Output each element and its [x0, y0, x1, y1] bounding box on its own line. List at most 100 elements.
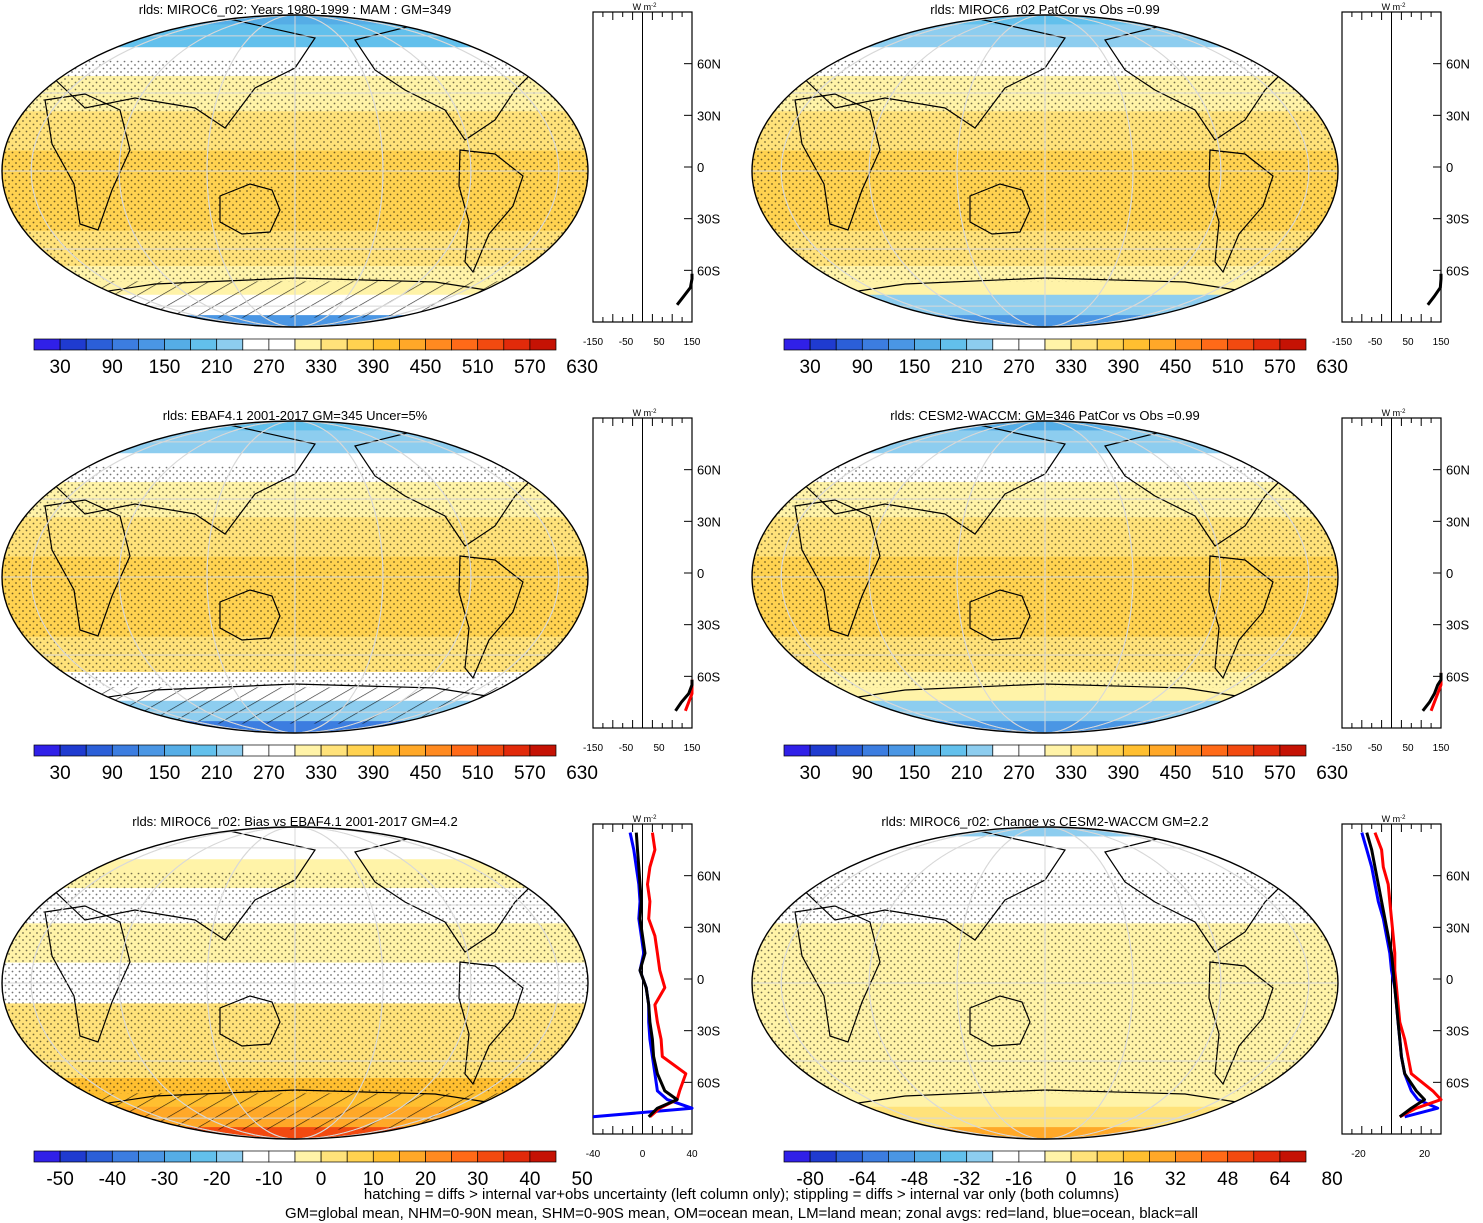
colorbar-box — [862, 1151, 888, 1162]
colorbar-box — [1202, 339, 1228, 350]
colorbar-box — [1254, 745, 1280, 756]
colorbar-box — [784, 745, 810, 756]
colorbar-label: 390 — [357, 763, 389, 784]
zonal-tick-label: 150 — [684, 743, 701, 754]
colorbar-label: 210 — [201, 357, 233, 378]
map-field — [0, 15, 590, 328]
zonal-tick-label: 50 — [1402, 743, 1414, 754]
zonal-unit-exponent: -2 — [1400, 815, 1406, 821]
colorbar-label: 450 — [410, 763, 442, 784]
colorbar-box — [321, 1151, 347, 1162]
panel-change: rlds: MIROC6_r02: Change vs CESM2-WACCM … — [750, 814, 1470, 1190]
colorbar-box — [810, 339, 836, 350]
colorbar-label: 570 — [514, 763, 546, 784]
panel-obs: rlds: EBAF4.1 2001-2017 GM=345 Uncer=5%3… — [0, 408, 721, 784]
lat-label: 0 — [697, 972, 704, 987]
colorbar-box — [426, 745, 452, 756]
map-field — [750, 15, 1340, 328]
colorbar-box — [915, 745, 941, 756]
colorbar-label: 630 — [566, 357, 598, 378]
colorbar-box — [1019, 745, 1045, 756]
colorbar-box — [269, 745, 295, 756]
colorbar-box — [888, 1151, 914, 1162]
colorbar-box — [888, 745, 914, 756]
colorbar-box — [34, 745, 60, 756]
map-field — [750, 421, 1340, 734]
zonal-tick-label: -150 — [583, 337, 603, 348]
colorbar-box — [941, 745, 967, 756]
colorbar-label: 510 — [1212, 357, 1244, 378]
lat-label: 30N — [697, 920, 721, 935]
colorbar-box — [504, 1151, 530, 1162]
colorbar-box — [243, 339, 269, 350]
lat-label: 30S — [1446, 1024, 1469, 1039]
zonal-tick-label: -20 — [1351, 1149, 1366, 1160]
colorbar-box — [1228, 339, 1254, 350]
colorbar-label: 450 — [410, 357, 442, 378]
colorbar-box — [347, 339, 373, 350]
colorbar-box — [86, 339, 112, 350]
colorbar-box — [217, 339, 243, 350]
zonal-unit: W m-2 — [633, 408, 657, 418]
zonal-tick-label: 20 — [1419, 1149, 1431, 1160]
colorbar-box — [862, 745, 888, 756]
lat-label: 30S — [1446, 618, 1469, 633]
colorbar-box — [967, 745, 993, 756]
colorbar-box — [217, 1151, 243, 1162]
colorbar-box — [1045, 745, 1071, 756]
colorbar-label: 330 — [1055, 763, 1087, 784]
colorbar-label: 270 — [253, 763, 285, 784]
colorbar-label: 270 — [1003, 763, 1035, 784]
colorbar-box — [784, 339, 810, 350]
zonal-tick-label: -50 — [619, 337, 634, 348]
lat-label: 60N — [697, 869, 721, 884]
colorbar-box — [530, 1151, 556, 1162]
lat-label: 60S — [1446, 263, 1469, 278]
colorbar-box — [1280, 745, 1306, 756]
colorbar-box — [504, 745, 530, 756]
colorbar-box — [34, 1151, 60, 1162]
colorbar-label: 30 — [50, 357, 71, 378]
colorbar-box — [862, 339, 888, 350]
colorbar-box — [1019, 339, 1045, 350]
colorbar-box — [1019, 1151, 1045, 1162]
colorbar-label: 330 — [305, 357, 337, 378]
colorbar-box — [915, 339, 941, 350]
colorbar-box — [165, 1151, 191, 1162]
colorbar-box — [1280, 339, 1306, 350]
zonal-tick-label: 50 — [653, 743, 665, 754]
colorbar-box — [993, 1151, 1019, 1162]
lat-label: 60S — [697, 263, 720, 278]
colorbar-label: 570 — [1264, 763, 1296, 784]
colorbar-box — [1097, 1151, 1123, 1162]
colorbar-box — [836, 339, 862, 350]
colorbar-box — [373, 339, 399, 350]
lat-label: 0 — [1446, 972, 1453, 987]
colorbar-label: 30 — [800, 357, 821, 378]
panel-ref: rlds: CESM2-WACCM: GM=346 PatCor vs Obs … — [750, 408, 1470, 784]
colorbar-label: 570 — [1264, 357, 1296, 378]
lat-label: 30S — [697, 618, 720, 633]
colorbar-label: 270 — [253, 357, 285, 378]
colorbar-box — [60, 339, 86, 350]
colorbar-box — [373, 745, 399, 756]
colorbar-label: 150 — [899, 357, 931, 378]
colorbar-box — [452, 339, 478, 350]
colorbar-box — [1254, 1151, 1280, 1162]
colorbar-box — [295, 339, 321, 350]
panel-bias: rlds: MIROC6_r02: Bias vs EBAF4.1 2001-2… — [0, 814, 721, 1190]
zonal-tick-label: 40 — [686, 1149, 698, 1160]
colorbar-box — [1149, 339, 1175, 350]
map-field — [0, 421, 590, 734]
colorbar-label: 150 — [149, 357, 181, 378]
colorbar-box — [1123, 745, 1149, 756]
zonal-unit-exponent: -2 — [1400, 3, 1406, 9]
colorbar-label: 150 — [149, 763, 181, 784]
